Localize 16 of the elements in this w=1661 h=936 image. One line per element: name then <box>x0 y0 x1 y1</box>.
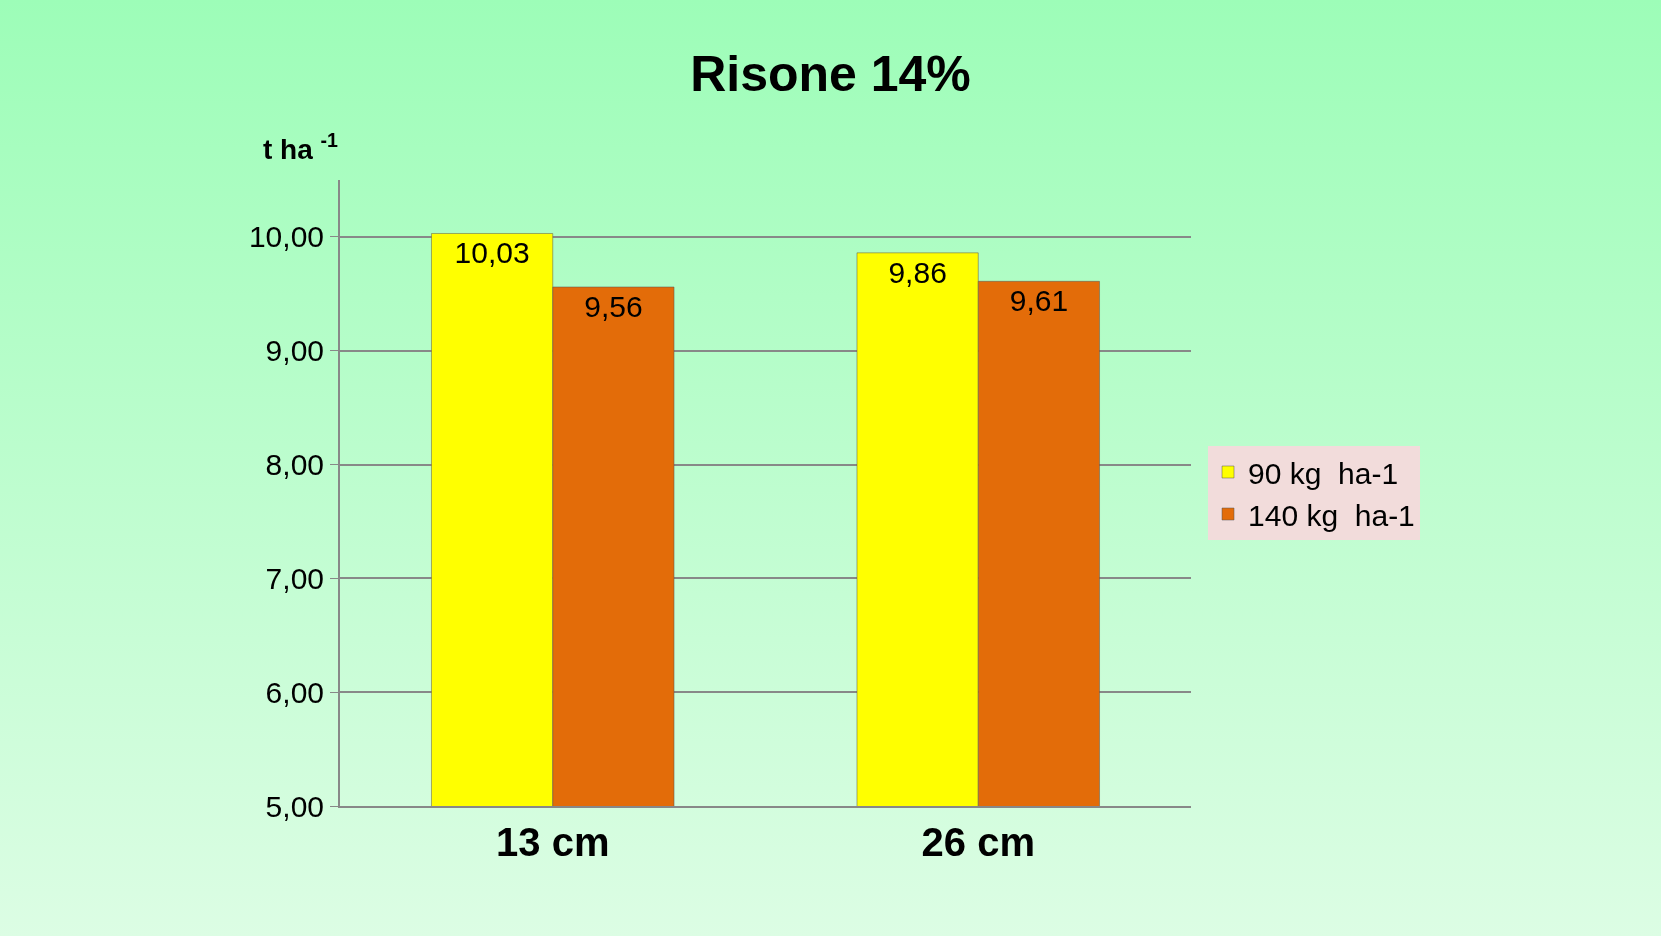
x-tick-label: 26 cm <box>921 820 1035 864</box>
legend-label: 90 kg ha-1 <box>1248 456 1399 490</box>
y-tick-label: 8,00 <box>265 448 324 482</box>
y-tick-label: 9,00 <box>265 334 324 368</box>
data-label: 9,86 <box>888 255 947 289</box>
data-label: 9,61 <box>1009 284 1069 318</box>
y-tick-label: 7,00 <box>265 561 324 595</box>
chart-title: Risone 14% <box>690 46 971 103</box>
y-axis-title: t ha $^{-1}$ <box>263 129 339 165</box>
y-tick-label: 10,00 <box>248 220 324 254</box>
y-tick-label: 5,00 <box>265 789 324 823</box>
x-tick-label: 13 cm <box>496 820 610 864</box>
legend-label: 140 kg ha-1 <box>1248 498 1415 532</box>
data-label: 9,56 <box>584 289 643 323</box>
y-tick-label: 6,00 <box>265 675 324 709</box>
data-label: 10,03 <box>454 236 530 270</box>
